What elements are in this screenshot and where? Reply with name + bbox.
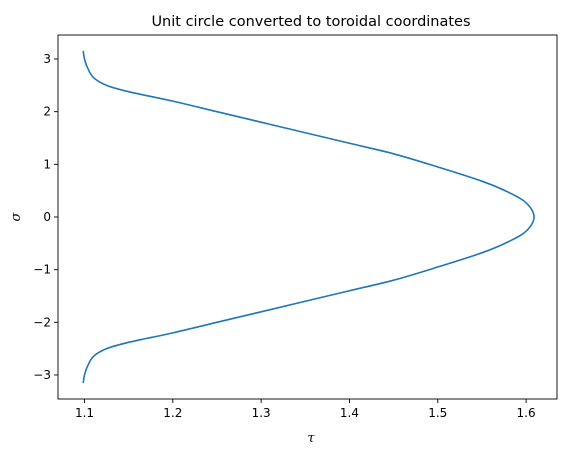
x-tick-label: 1.4 (340, 406, 359, 420)
x-tick-label: 1.2 (163, 406, 182, 420)
y-tick-label: −3 (33, 368, 51, 382)
x-axis-label: τ (307, 431, 315, 446)
y-axis: −3 −2 −1 0 1 2 3 (33, 52, 58, 382)
chart-title: Unit circle converted to toroidal coordi… (151, 14, 470, 30)
x-tick-label: 1.5 (428, 406, 447, 420)
x-tick-label: 1.1 (75, 406, 94, 420)
y-tick-label: 1 (43, 157, 51, 171)
y-tick-label: −2 (33, 315, 51, 329)
y-tick-label: 3 (43, 52, 51, 66)
y-tick-label: 2 (43, 105, 51, 119)
y-tick-label: −1 (33, 263, 51, 277)
x-axis: 1.1 1.2 1.3 1.4 1.5 1.6 (75, 399, 536, 420)
x-tick-label: 1.6 (517, 406, 536, 420)
plot-area (82, 50, 535, 384)
y-axis-label: σ (9, 211, 24, 221)
x-tick-label: 1.3 (252, 406, 271, 420)
y-tick-label: 0 (43, 210, 51, 224)
series-line (82, 50, 535, 384)
